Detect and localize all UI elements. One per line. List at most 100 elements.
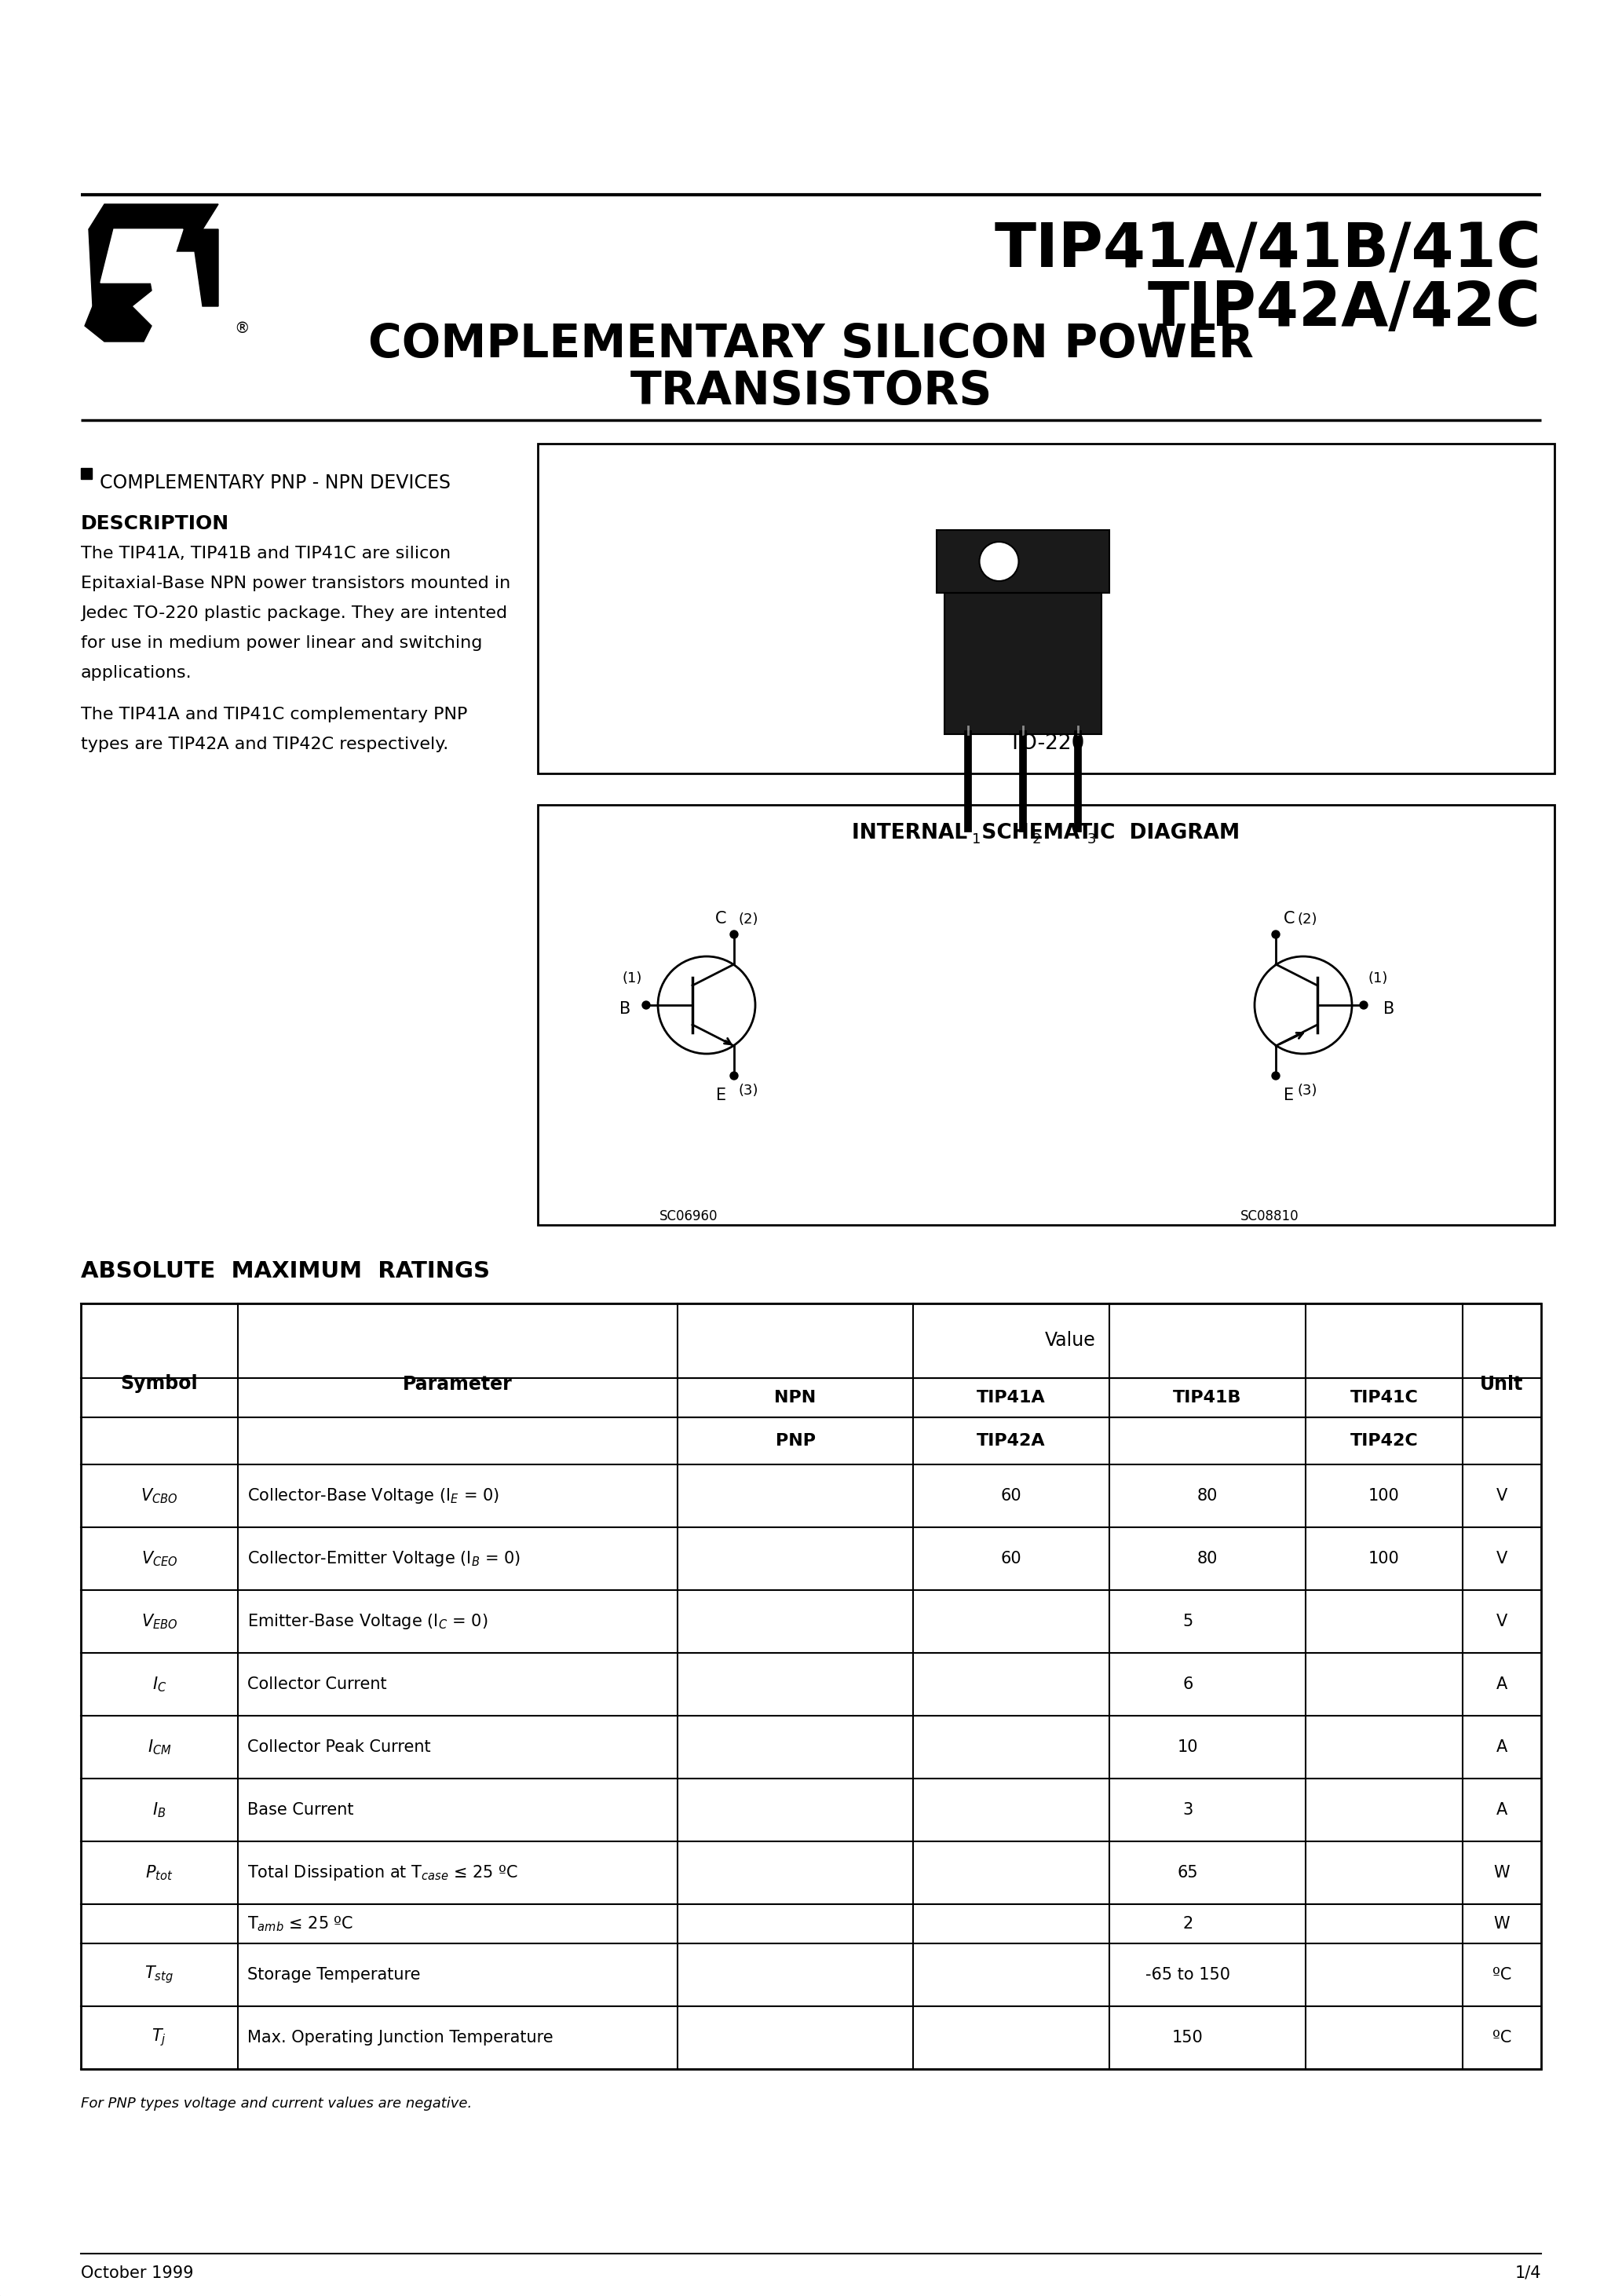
Polygon shape (89, 204, 219, 230)
Bar (936, 530, 1109, 592)
Text: I$_{CM}$: I$_{CM}$ (148, 1738, 172, 1756)
Text: 80: 80 (1197, 1550, 1218, 1566)
Text: Total Dissipation at T$_{case}$ ≤ 25 ºC: Total Dissipation at T$_{case}$ ≤ 25 ºC (247, 1864, 517, 1883)
Text: For PNP types voltage and current values are negative.: For PNP types voltage and current values… (81, 2096, 472, 2110)
Text: P$_{tot}$: P$_{tot}$ (146, 1864, 174, 1883)
Text: I$_B$: I$_B$ (152, 1800, 165, 1818)
Text: TIP41B: TIP41B (1173, 1389, 1242, 1405)
Text: V$_{CBO}$: V$_{CBO}$ (141, 1486, 178, 1506)
Text: DESCRIPTION: DESCRIPTION (81, 514, 229, 533)
Text: Unit: Unit (1481, 1375, 1523, 1394)
Text: C: C (715, 912, 727, 928)
Text: 3: 3 (1182, 1802, 1194, 1818)
Text: B: B (1384, 1001, 1395, 1017)
Text: Base Current: Base Current (247, 1802, 354, 1818)
Text: V$_{EBO}$: V$_{EBO}$ (141, 1612, 178, 1630)
Circle shape (1359, 1001, 1367, 1008)
Bar (81, 468, 92, 480)
Text: Symbol: Symbol (120, 1375, 198, 1394)
Text: 10: 10 (1178, 1740, 1199, 1754)
Text: 3: 3 (1087, 833, 1096, 847)
Text: COMPLEMENTARY SILICON POWER: COMPLEMENTARY SILICON POWER (368, 321, 1254, 367)
Text: (1): (1) (1367, 971, 1387, 985)
Text: 60: 60 (1001, 1550, 1022, 1566)
Text: PNP: PNP (775, 1433, 816, 1449)
Text: Collector Peak Current: Collector Peak Current (247, 1740, 431, 1754)
Text: INTERNAL  SCHEMATIC  DIAGRAM: INTERNAL SCHEMATIC DIAGRAM (852, 822, 1241, 843)
Text: A: A (1495, 1802, 1507, 1818)
Text: 1: 1 (972, 833, 980, 847)
Text: 2: 2 (1182, 1915, 1194, 1931)
Text: types are TIP42A and TIP42C respectively.: types are TIP42A and TIP42C respectively… (81, 737, 449, 753)
Text: (3): (3) (1298, 1084, 1317, 1097)
Text: October 1999: October 1999 (81, 2266, 193, 2282)
Polygon shape (151, 230, 219, 305)
Bar (539, 806, 1554, 1226)
Text: The TIP41A, TIP41B and TIP41C are silicon: The TIP41A, TIP41B and TIP41C are silico… (81, 546, 451, 563)
Text: Collector-Emitter Voltage (I$_B$ = 0): Collector-Emitter Voltage (I$_B$ = 0) (247, 1550, 521, 1568)
Circle shape (730, 1072, 738, 1079)
Text: applications.: applications. (81, 666, 191, 682)
Text: E: E (715, 1088, 727, 1104)
Text: TIP41C: TIP41C (1350, 1389, 1418, 1405)
Text: Value: Value (1045, 1332, 1095, 1350)
Polygon shape (89, 230, 151, 305)
Text: T$_{amb}$ ≤ 25 ºC: T$_{amb}$ ≤ 25 ºC (247, 1915, 354, 1933)
Text: 80: 80 (1197, 1488, 1218, 1504)
Text: TRANSISTORS: TRANSISTORS (629, 370, 993, 413)
Text: Epitaxial-Base NPN power transistors mounted in: Epitaxial-Base NPN power transistors mou… (81, 576, 511, 592)
Text: W: W (1494, 1915, 1510, 1931)
Text: A: A (1495, 1676, 1507, 1692)
Circle shape (980, 542, 1019, 581)
Text: V$_{CEO}$: V$_{CEO}$ (141, 1550, 178, 1568)
Text: V: V (1495, 1550, 1507, 1566)
Text: ABSOLUTE  MAXIMUM  RATINGS: ABSOLUTE MAXIMUM RATINGS (81, 1261, 490, 1281)
Text: 150: 150 (1173, 2030, 1204, 2046)
Text: TIP41A/41B/41C: TIP41A/41B/41C (994, 220, 1541, 280)
Text: ºC: ºC (1492, 2030, 1512, 2046)
Text: NPN: NPN (774, 1389, 816, 1405)
Text: T$_j$: T$_j$ (152, 2027, 167, 2048)
Bar (81, 1304, 1541, 2069)
Text: Emitter-Base Voltage (I$_C$ = 0): Emitter-Base Voltage (I$_C$ = 0) (247, 1612, 488, 1630)
Text: (3): (3) (738, 1084, 757, 1097)
Text: -65 to 150: -65 to 150 (1145, 1968, 1229, 1984)
Text: T$_{stg}$: T$_{stg}$ (144, 1965, 174, 1986)
Text: B: B (620, 1001, 631, 1017)
Text: 1/4: 1/4 (1515, 2266, 1541, 2282)
Circle shape (730, 930, 738, 939)
Text: 2: 2 (1032, 833, 1041, 847)
Text: SC06960: SC06960 (660, 1210, 719, 1224)
Text: ºC: ºC (1492, 1968, 1512, 1984)
Text: TIP42A: TIP42A (976, 1433, 1046, 1449)
Text: W: W (1494, 1864, 1510, 1880)
Text: 100: 100 (1369, 1488, 1400, 1504)
Text: SC08810: SC08810 (1241, 1210, 1299, 1224)
Text: (1): (1) (623, 971, 642, 985)
Text: I$_C$: I$_C$ (152, 1676, 167, 1694)
Text: C: C (1283, 912, 1294, 928)
Text: 65: 65 (1178, 1864, 1199, 1880)
Text: 6: 6 (1182, 1676, 1194, 1692)
Text: The TIP41A and TIP41C complementary PNP: The TIP41A and TIP41C complementary PNP (81, 707, 467, 723)
Text: Storage Temperature: Storage Temperature (247, 1968, 420, 1984)
Text: Collector Current: Collector Current (247, 1676, 386, 1692)
Text: 60: 60 (1001, 1488, 1022, 1504)
Circle shape (1272, 930, 1280, 939)
Text: 5: 5 (1182, 1614, 1194, 1630)
Text: for use in medium power linear and switching: for use in medium power linear and switc… (81, 636, 482, 652)
Text: (2): (2) (1298, 912, 1317, 928)
Circle shape (1272, 1072, 1280, 1079)
Text: TIP41A: TIP41A (976, 1389, 1046, 1405)
Text: 100: 100 (1369, 1550, 1400, 1566)
Text: V: V (1495, 1488, 1507, 1504)
Circle shape (642, 1001, 650, 1008)
Text: TO-220: TO-220 (1007, 732, 1085, 753)
Text: (2): (2) (738, 912, 757, 928)
Text: A: A (1495, 1740, 1507, 1754)
Text: ®: ® (234, 321, 250, 335)
Text: Collector-Base Voltage (I$_E$ = 0): Collector-Base Voltage (I$_E$ = 0) (247, 1486, 500, 1506)
Polygon shape (101, 230, 183, 282)
Text: Parameter: Parameter (402, 1375, 513, 1394)
Polygon shape (84, 305, 151, 342)
